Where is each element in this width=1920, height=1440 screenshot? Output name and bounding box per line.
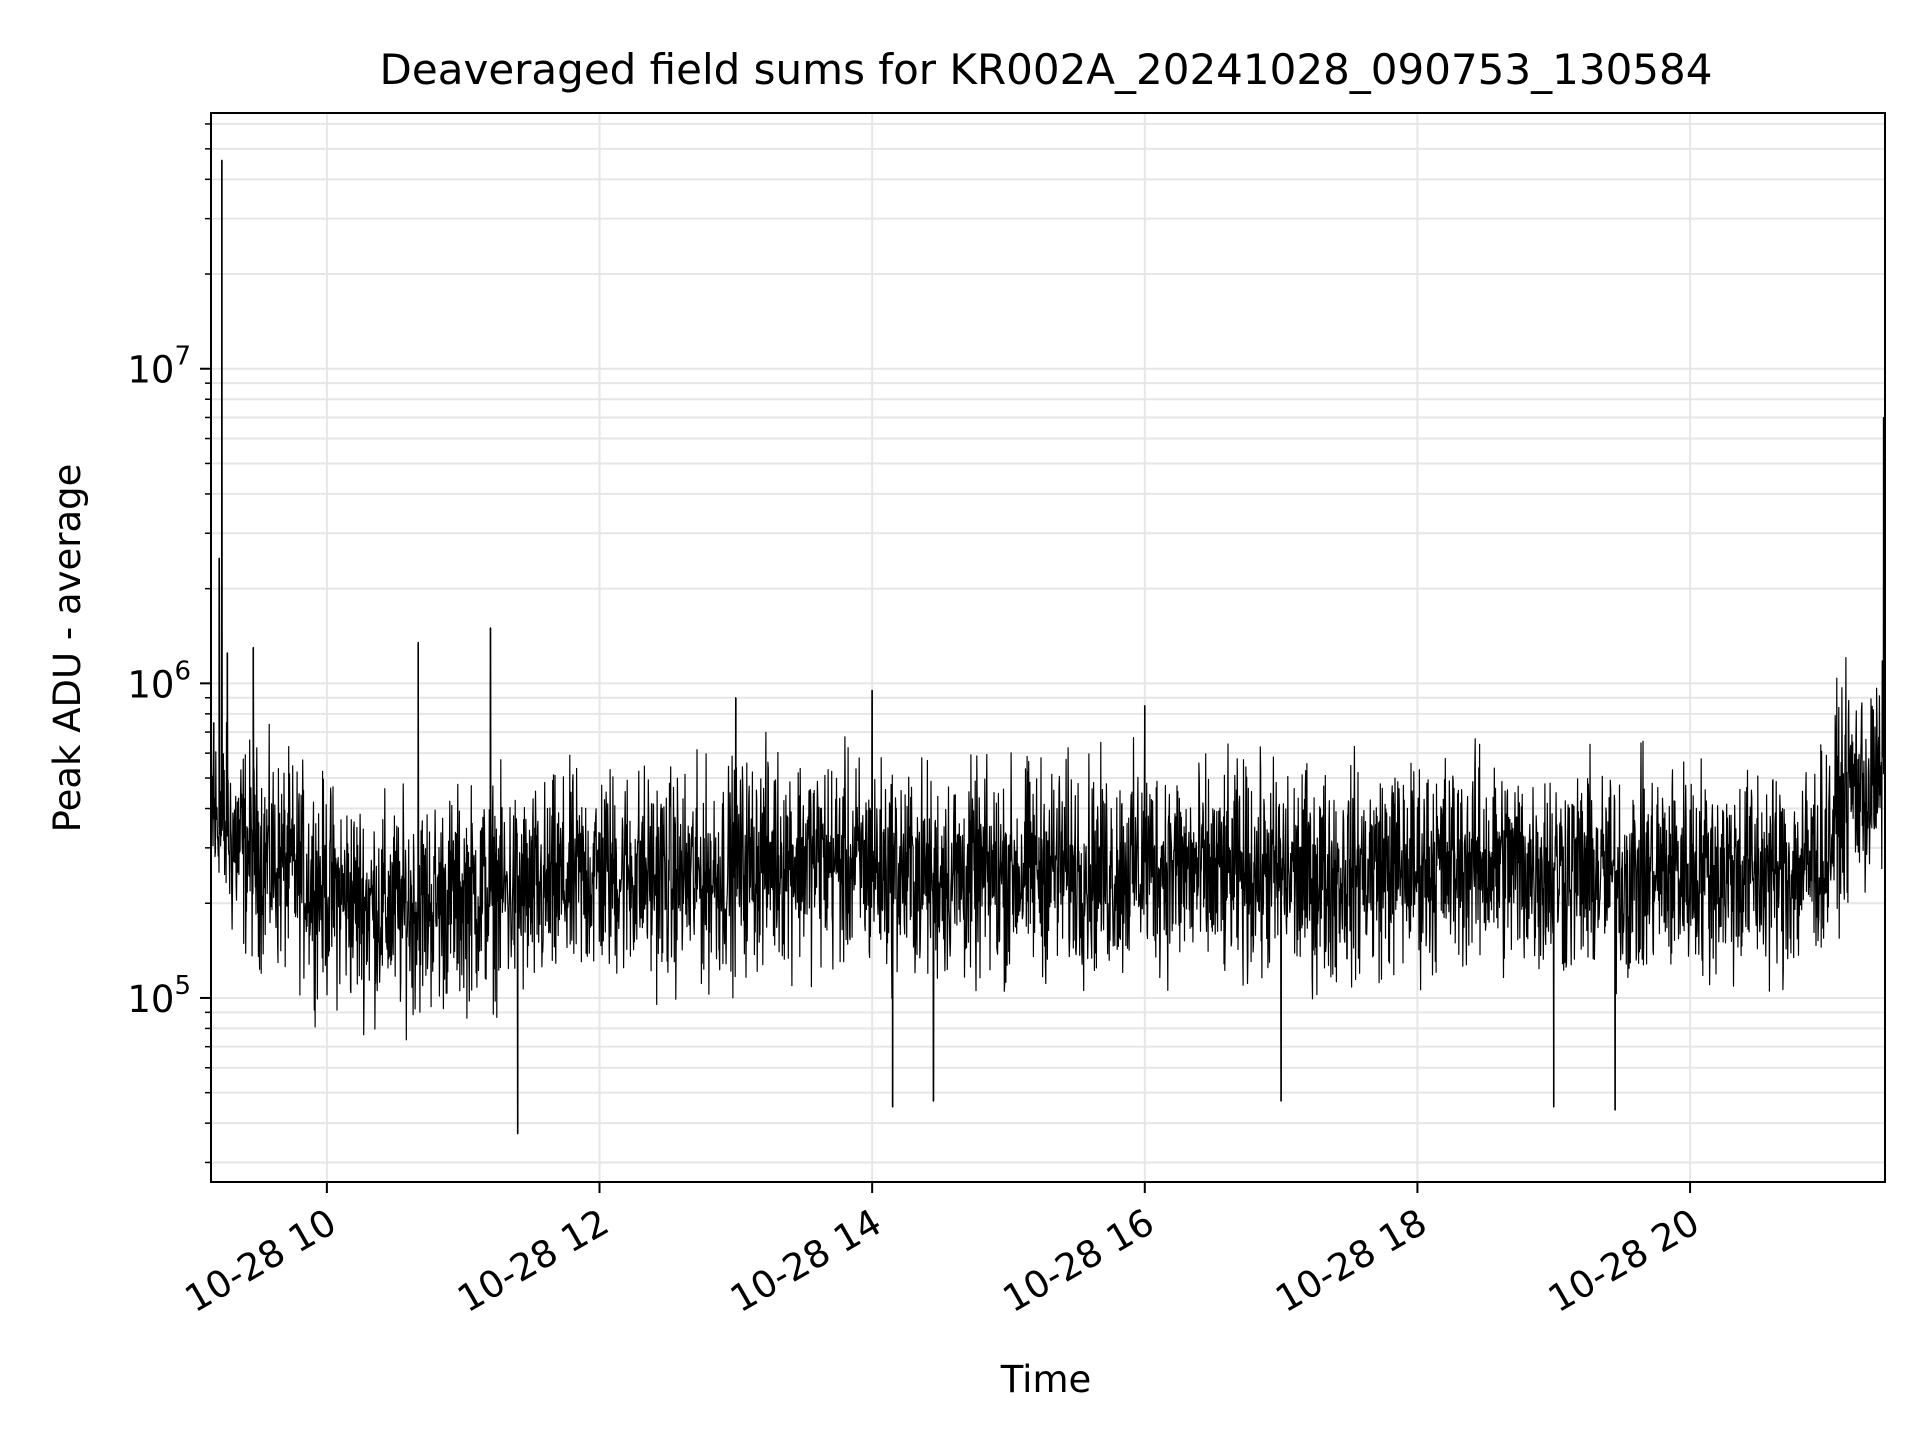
y-axis-label: Peak ADU - average (46, 464, 89, 833)
plot-area (210, 159, 1886, 1135)
y-tick-label: 106 (127, 656, 191, 706)
series-line (210, 159, 1886, 1135)
x-axis-label: Time (1000, 1358, 1092, 1401)
y-tick-label: 105 (127, 971, 191, 1021)
y-axis: 105 106 107 (127, 123, 211, 1164)
y-tick-label: 107 (127, 342, 191, 392)
chart-title: Deaveraged field sums for KR002A_2024102… (380, 45, 1713, 94)
plot-frame (210, 112, 1886, 1183)
